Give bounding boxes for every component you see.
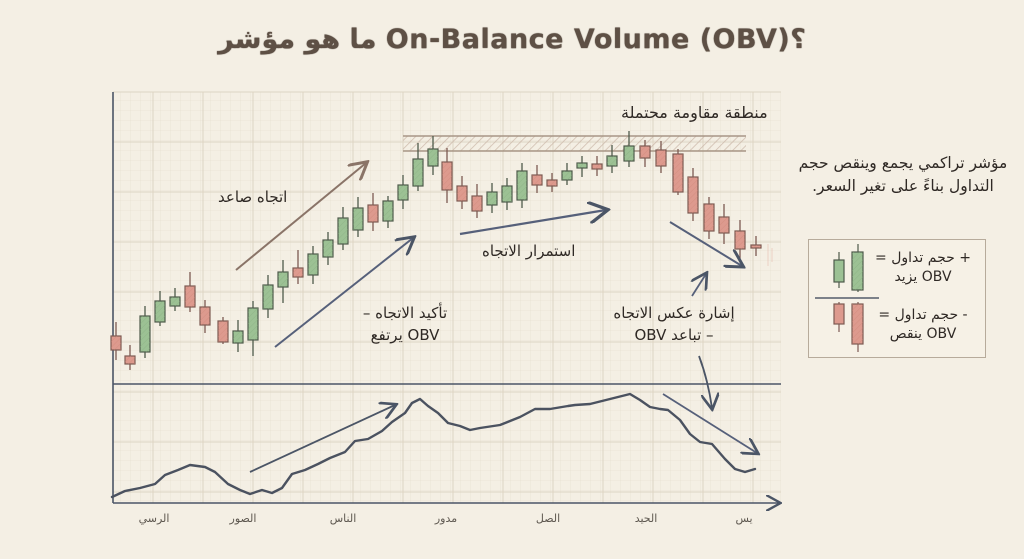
candle — [262, 275, 274, 318]
candle — [427, 136, 439, 175]
legend-down-line2: OBV ينقص — [889, 326, 957, 342]
candle — [382, 196, 394, 228]
candle — [307, 246, 319, 284]
candle — [687, 168, 699, 221]
reversal-line2: – تباعد OBV — [634, 326, 714, 344]
reversal-pointer-up — [692, 274, 706, 297]
trend-confirm-arrow — [274, 238, 413, 348]
candle — [516, 163, 528, 208]
resistance-zone — [403, 135, 746, 152]
candle — [169, 288, 181, 311]
candle — [501, 178, 513, 210]
candle — [672, 149, 684, 195]
candle — [546, 173, 558, 192]
candle — [718, 204, 730, 244]
candle — [623, 131, 635, 167]
candle — [576, 156, 588, 177]
x-tick-label: الرسي — [138, 512, 170, 525]
legend-up-text: + حجم تداول = OBV يزيد — [873, 249, 973, 287]
x-tick-label: الصور — [229, 512, 257, 525]
candle — [184, 272, 196, 312]
candle — [750, 236, 762, 256]
candle — [441, 148, 453, 203]
legend-up-line1: + حجم تداول = — [875, 250, 971, 266]
x-tick-label: يس — [735, 512, 753, 525]
obv-divergence-arrow — [662, 393, 757, 453]
candle — [337, 207, 349, 250]
resistance-label: منطقة مقاومة محتملة — [621, 103, 768, 122]
trend-continue-label: استمرار الاتجاه — [482, 242, 576, 260]
legend-down-line1: - حجم تداول = — [878, 307, 968, 323]
reversal-line1: إشارة عكس الاتجاه — [613, 304, 735, 322]
candle — [232, 320, 244, 352]
faded-candle — [767, 244, 773, 266]
trend-confirm-line1: تأكيد الاتجاه – — [362, 304, 448, 322]
x-tick-label: الصل — [535, 512, 561, 525]
candle — [486, 183, 498, 213]
candle — [139, 306, 151, 358]
trend-confirm-line2: OBV يرتفع — [370, 326, 440, 344]
price-candles — [110, 131, 762, 370]
candle — [561, 163, 573, 185]
x-tick-label: الحيد — [634, 512, 658, 525]
candle — [154, 291, 166, 326]
candle — [277, 260, 289, 303]
legend-candle-icons — [833, 244, 864, 352]
page-title: ما هو مؤشر On-Balance Volume (OBV)؟ — [218, 24, 806, 55]
candle — [655, 141, 667, 173]
legend-box: + حجم تداول = OBV يزيد - حجم تداول = OBV… — [808, 239, 986, 358]
candle — [531, 165, 543, 193]
uptrend-arrow — [235, 163, 366, 271]
legend-divider — [815, 297, 879, 299]
candle — [247, 301, 259, 356]
reversal-pointer-down — [698, 355, 712, 408]
legend-down-text: - حجم تداول = OBV ينقص — [873, 306, 973, 344]
candle — [397, 175, 409, 209]
candle — [606, 145, 618, 173]
obv-up-arrow — [249, 405, 395, 473]
candle — [412, 143, 424, 191]
candle — [217, 317, 229, 344]
candle — [322, 232, 334, 265]
trend-continue-arrow — [459, 210, 606, 236]
candle — [456, 176, 468, 209]
x-tick-label: مدور — [434, 512, 458, 525]
obv-description: مؤشر تراكمي يجمع وينقص حجم التداول بناءً… — [798, 154, 1008, 195]
obv-line — [110, 392, 757, 499]
candle — [591, 156, 603, 176]
reversal-arrow — [669, 221, 742, 266]
candle — [367, 193, 379, 231]
reversal-label: إشارة عكس الاتجاه – تباعد OBV — [600, 302, 748, 346]
x-tick-label: الناس — [329, 512, 357, 525]
uptrend-label: اتجاه صاعد — [218, 188, 288, 206]
candle — [471, 184, 483, 218]
candle — [292, 250, 304, 284]
legend-up-line2: OBV يزيد — [894, 269, 952, 285]
candle — [639, 140, 651, 167]
candle — [124, 345, 136, 370]
candle — [199, 300, 211, 333]
candle — [110, 322, 122, 360]
candle — [703, 197, 715, 239]
candle — [352, 197, 364, 237]
trend-confirm-label: تأكيد الاتجاه – OBV يرتفع — [355, 302, 455, 346]
